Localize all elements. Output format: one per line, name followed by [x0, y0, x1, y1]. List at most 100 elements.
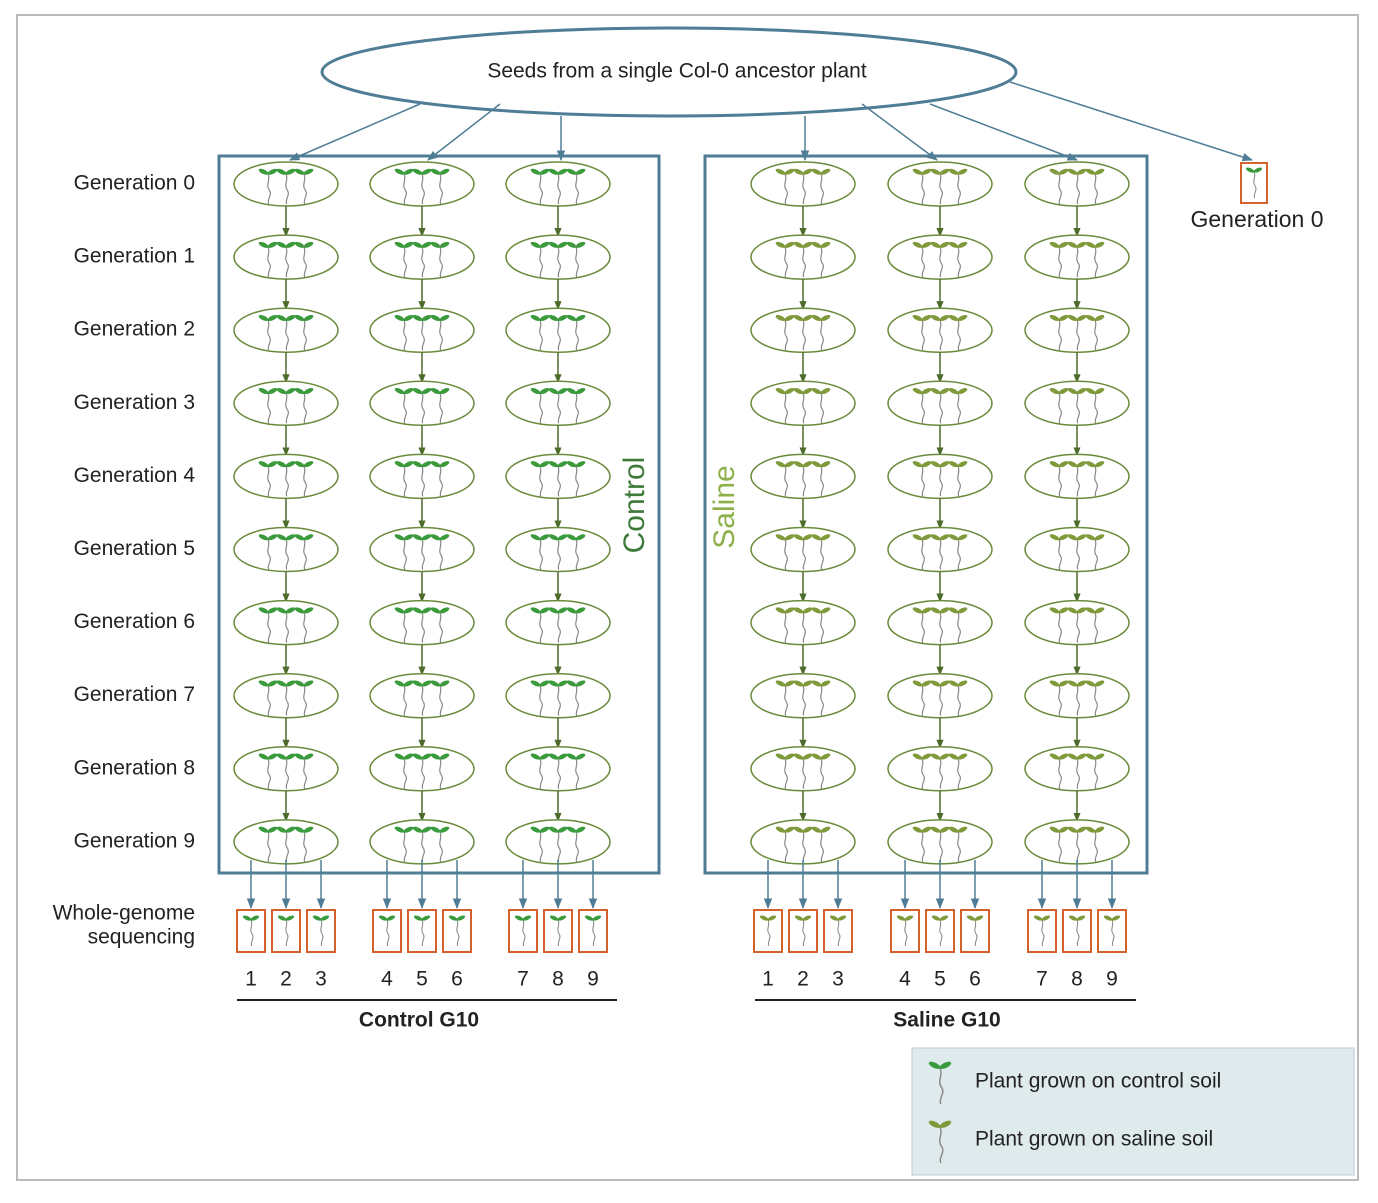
stem [285, 831, 289, 863]
seedling [793, 534, 813, 570]
leaf [514, 915, 524, 921]
leaf [439, 241, 450, 248]
leaf [258, 241, 269, 248]
seedling [931, 915, 949, 947]
leaf [430, 461, 441, 468]
leaf [412, 388, 423, 395]
sample-number: 5 [934, 968, 946, 991]
leaf [921, 168, 932, 175]
leaf [957, 461, 968, 468]
stem [939, 1126, 944, 1164]
leaf [912, 680, 923, 687]
stem [921, 612, 925, 643]
leaf [421, 314, 432, 321]
leaf [939, 388, 950, 395]
leaf [557, 680, 568, 687]
leaf [1076, 461, 1087, 468]
leaf [912, 388, 923, 395]
leaf [948, 607, 959, 614]
stem [267, 831, 271, 863]
leaf [1076, 915, 1086, 921]
leaf [530, 314, 541, 321]
leaf [294, 826, 305, 833]
leaf [412, 534, 423, 541]
stem [285, 919, 289, 947]
leaf [811, 314, 822, 321]
leaf [421, 680, 432, 687]
seedling [1067, 314, 1087, 351]
seedling [430, 314, 450, 351]
leaf [303, 826, 314, 833]
leaf [1058, 241, 1069, 248]
leaf [793, 680, 804, 687]
leaf [775, 607, 786, 614]
stem [802, 246, 806, 278]
seedling [1085, 388, 1105, 424]
stem [303, 539, 307, 570]
leaf [921, 461, 932, 468]
leaf [448, 915, 458, 921]
seedling [276, 680, 296, 716]
seedling [1067, 168, 1087, 205]
leaf [793, 753, 804, 760]
seedling [1085, 461, 1105, 497]
stem [439, 393, 443, 424]
stem [557, 831, 561, 863]
leaf [1058, 680, 1069, 687]
leaf [957, 314, 968, 321]
stem [285, 539, 289, 570]
stem [421, 466, 425, 497]
seedling [412, 826, 432, 863]
stem [820, 758, 824, 790]
leaf [394, 826, 405, 833]
seedling [811, 753, 831, 790]
stem [267, 612, 271, 643]
generation-label: Generation 9 [74, 829, 195, 852]
seedling [394, 826, 414, 863]
leaf [931, 915, 941, 921]
stem [837, 919, 841, 947]
legend-box [911, 1047, 1355, 1176]
stem [957, 466, 961, 497]
seedling [258, 826, 278, 863]
seedling [775, 607, 795, 643]
leaf [276, 314, 287, 321]
leaf [1049, 241, 1060, 248]
seedling [1049, 314, 1069, 351]
stem [539, 319, 543, 351]
leaf [820, 314, 831, 321]
seedling [1067, 388, 1087, 424]
stem [1076, 758, 1080, 790]
leaf [811, 168, 822, 175]
seedling [430, 607, 450, 643]
sample-number: 9 [1106, 968, 1118, 991]
leaf [439, 314, 450, 321]
stem [784, 612, 788, 643]
seedling [1049, 607, 1069, 643]
seedling [276, 314, 296, 351]
leaf [403, 461, 414, 468]
saline-box [703, 154, 1149, 875]
stem [1058, 831, 1062, 863]
leaf [1049, 534, 1060, 541]
seedling [530, 168, 550, 205]
stem [285, 319, 289, 351]
leaf [566, 461, 577, 468]
seedling [1068, 915, 1086, 947]
stem [1058, 466, 1062, 497]
stem [1058, 539, 1062, 570]
stem [921, 319, 925, 351]
stem [575, 685, 579, 716]
leaf [548, 826, 559, 833]
leaf [312, 915, 322, 921]
seedling [294, 826, 314, 863]
stem [974, 919, 978, 947]
leaf [403, 753, 414, 760]
leaf [802, 607, 813, 614]
seedling [530, 314, 550, 351]
leaf [430, 314, 441, 321]
stem [575, 831, 579, 863]
leaf [276, 168, 287, 175]
leaf [439, 461, 450, 468]
leaf [820, 753, 831, 760]
